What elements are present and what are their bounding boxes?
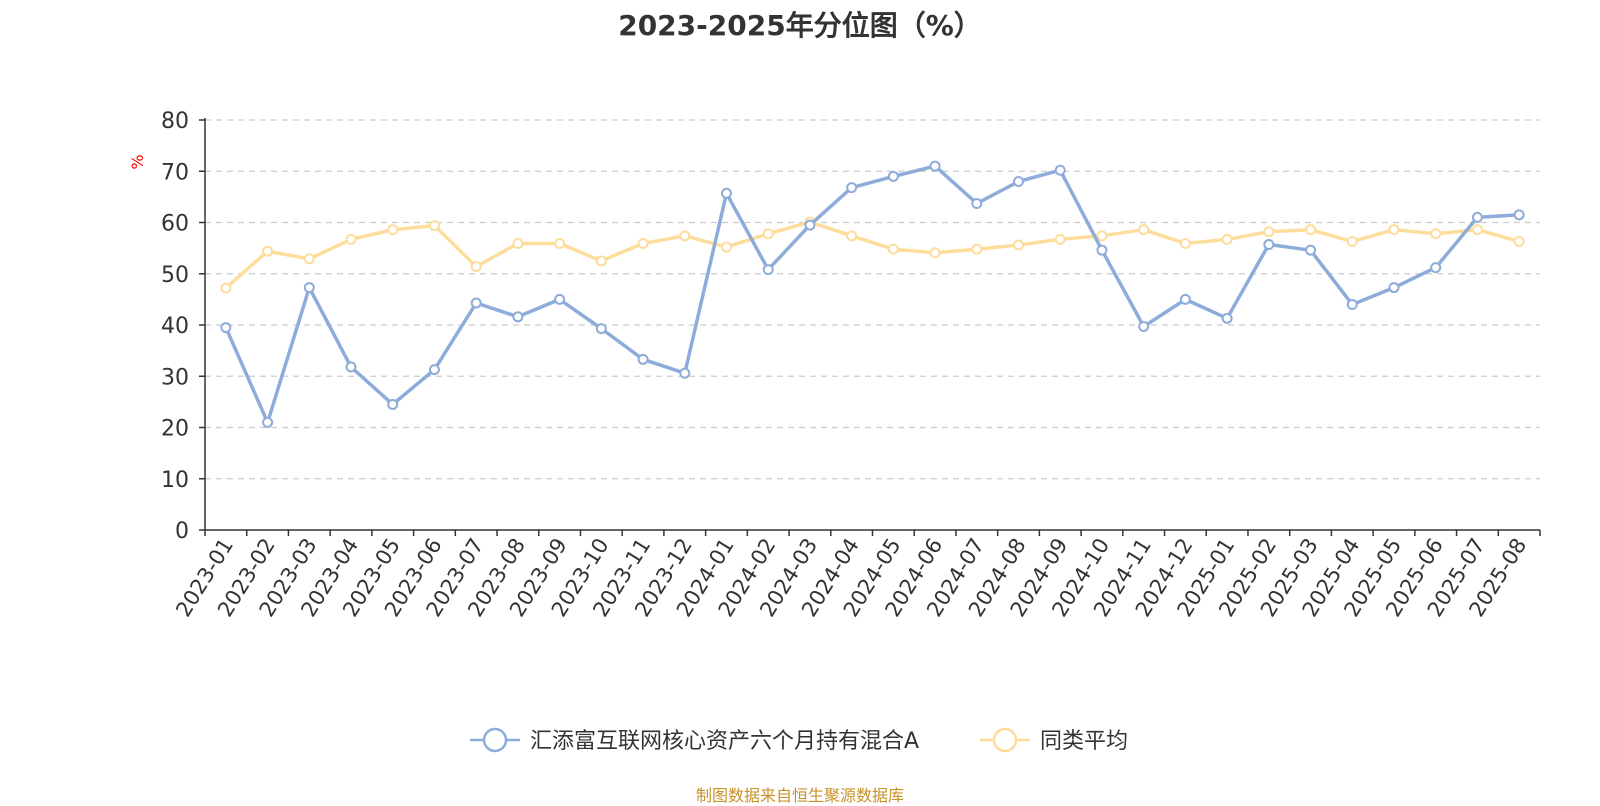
series-lines bbox=[220, 160, 1525, 428]
data-point[interactable] bbox=[387, 224, 399, 236]
y-tick-label: 30 bbox=[161, 365, 189, 390]
data-point[interactable] bbox=[1430, 228, 1442, 240]
data-point[interactable] bbox=[1013, 176, 1025, 187]
data-point[interactable] bbox=[720, 241, 732, 253]
data-point[interactable] bbox=[1096, 244, 1108, 256]
data-point[interactable] bbox=[220, 322, 232, 334]
data-point[interactable] bbox=[1221, 312, 1233, 324]
data-point[interactable] bbox=[1346, 235, 1358, 247]
data-point[interactable] bbox=[1263, 239, 1275, 251]
data-point[interactable] bbox=[1096, 230, 1108, 242]
data-source-footer: 制图数据来自恒生聚源数据库 bbox=[695, 786, 904, 805]
data-point[interactable] bbox=[345, 233, 357, 245]
data-point[interactable] bbox=[887, 170, 899, 182]
legend-item[interactable]: 汇添富互联网核心资产六个月持有混合A bbox=[470, 727, 919, 754]
grid-lines bbox=[205, 119, 1540, 480]
data-point[interactable] bbox=[762, 228, 774, 240]
y-tick-label: 60 bbox=[161, 212, 189, 237]
data-point[interactable] bbox=[470, 297, 482, 309]
data-point[interactable] bbox=[470, 261, 482, 273]
data-point[interactable] bbox=[1513, 209, 1525, 221]
data-point[interactable] bbox=[595, 255, 607, 267]
data-point[interactable] bbox=[971, 198, 983, 210]
x-tick-labels: 2023-012023-022023-032023-042023-052023-… bbox=[171, 534, 1531, 621]
series-line bbox=[224, 164, 1520, 425]
y-tick-labels: 0 10 20 30 40 50 60 70 80 bbox=[161, 109, 189, 544]
y-tick-label: 0 bbox=[175, 519, 189, 544]
data-point[interactable] bbox=[637, 238, 649, 250]
y-tick-label: 80 bbox=[161, 109, 189, 134]
legend-label: 汇添富互联网核心资产六个月持有混合A bbox=[530, 729, 919, 754]
data-point[interactable] bbox=[428, 364, 440, 376]
data-point[interactable] bbox=[1305, 244, 1317, 256]
legend: 汇添富互联网核心资产六个月持有混合A 同类平均 bbox=[470, 727, 1128, 754]
data-point[interactable] bbox=[1138, 224, 1150, 236]
data-point[interactable] bbox=[720, 187, 732, 199]
data-point[interactable] bbox=[512, 311, 524, 323]
data-point[interactable] bbox=[762, 264, 774, 276]
data-point[interactable] bbox=[1346, 299, 1358, 310]
data-point[interactable] bbox=[1471, 211, 1483, 223]
data-point[interactable] bbox=[262, 245, 274, 257]
data-point[interactable] bbox=[1054, 164, 1066, 176]
axes bbox=[199, 118, 1541, 536]
y-tick-label: 70 bbox=[161, 160, 189, 185]
y-tick-label: 10 bbox=[161, 468, 189, 493]
data-point[interactable] bbox=[929, 160, 941, 172]
data-point[interactable] bbox=[1221, 233, 1233, 245]
data-point[interactable] bbox=[679, 230, 691, 242]
data-point[interactable] bbox=[846, 182, 858, 194]
data-point[interactable] bbox=[387, 398, 399, 410]
data-point[interactable] bbox=[554, 293, 566, 305]
data-point[interactable] bbox=[303, 253, 315, 265]
data-point[interactable] bbox=[1388, 224, 1400, 236]
data-point[interactable] bbox=[846, 230, 858, 242]
data-point[interactable] bbox=[1263, 226, 1275, 238]
data-point[interactable] bbox=[345, 361, 357, 373]
data-point[interactable] bbox=[220, 282, 232, 294]
data-point[interactable] bbox=[303, 282, 315, 294]
data-point[interactable] bbox=[554, 238, 566, 250]
y-tick-label: 50 bbox=[161, 263, 189, 288]
data-point[interactable] bbox=[679, 367, 691, 379]
legend-marker bbox=[992, 727, 1018, 753]
data-point[interactable] bbox=[512, 238, 524, 250]
data-point[interactable] bbox=[428, 220, 440, 232]
data-point[interactable] bbox=[637, 353, 649, 365]
legend-marker bbox=[482, 727, 508, 753]
legend-item[interactable]: 同类平均 bbox=[980, 727, 1128, 754]
data-point[interactable] bbox=[1138, 321, 1150, 333]
y-axis-label: % bbox=[128, 154, 147, 169]
data-point[interactable] bbox=[1430, 262, 1442, 274]
series-line bbox=[224, 220, 1520, 290]
data-point[interactable] bbox=[1305, 224, 1317, 236]
data-point[interactable] bbox=[804, 219, 816, 231]
data-point[interactable] bbox=[1013, 239, 1025, 251]
data-point[interactable] bbox=[887, 243, 899, 255]
y-tick-label: 40 bbox=[161, 314, 189, 339]
data-point[interactable] bbox=[595, 323, 607, 335]
chart-title: 2023-2025年分位图（%） bbox=[618, 9, 982, 42]
data-point[interactable] bbox=[929, 247, 941, 259]
data-point[interactable] bbox=[1054, 233, 1066, 245]
y-tick-label: 20 bbox=[161, 417, 189, 442]
data-point[interactable] bbox=[1471, 224, 1483, 236]
data-point[interactable] bbox=[262, 416, 274, 428]
data-point[interactable] bbox=[971, 243, 983, 255]
data-point[interactable] bbox=[1513, 235, 1525, 247]
data-point[interactable] bbox=[1179, 293, 1191, 305]
data-point[interactable] bbox=[1388, 282, 1400, 294]
legend-label: 同类平均 bbox=[1040, 729, 1128, 754]
data-point[interactable] bbox=[1179, 238, 1191, 250]
